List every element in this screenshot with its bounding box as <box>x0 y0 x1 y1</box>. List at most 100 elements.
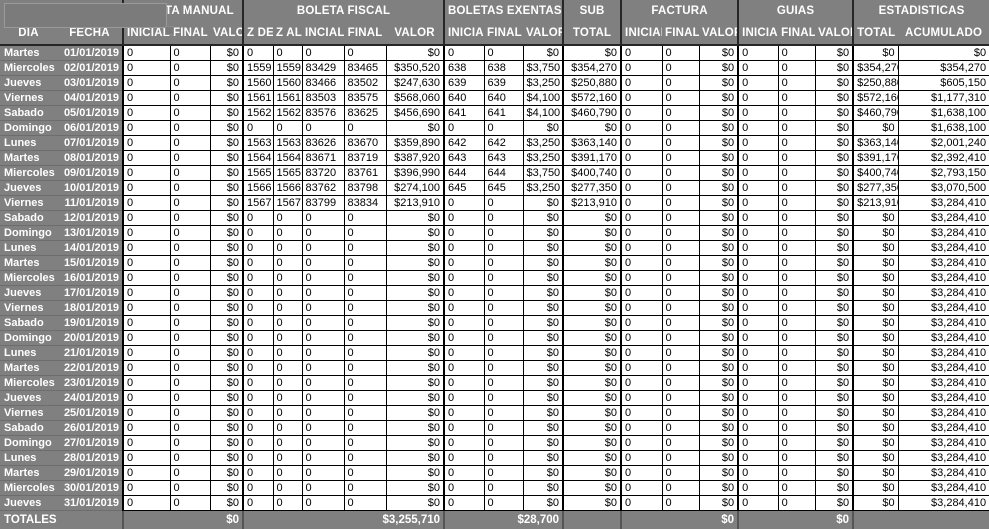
cell-bm-inicial[interactable]: 0 <box>123 196 170 211</box>
cell-bf-zal[interactable]: 1563 <box>273 136 302 151</box>
cell-gu-final[interactable]: 0 <box>778 256 815 271</box>
cell-bm-valor[interactable]: $0 <box>210 211 243 226</box>
shape-resize-handle[interactable] <box>165 26 174 35</box>
cell-gu-valor[interactable]: $0 <box>815 391 853 406</box>
cell-bf-zal[interactable]: 0 <box>273 481 302 496</box>
cell-dia[interactable]: Lunes <box>0 136 57 151</box>
cell-bf-zal[interactable]: 1565 <box>273 166 302 181</box>
cell-gu-inicial[interactable]: 0 <box>738 346 778 361</box>
cell-be-valor[interactable]: $0 <box>523 256 563 271</box>
cell-est-acumulado[interactable]: $3,284,410 <box>898 301 989 316</box>
cell-be-inicial[interactable]: 0 <box>444 316 484 331</box>
cell-gu-final[interactable]: 0 <box>778 466 815 481</box>
cell-gu-inicial[interactable]: 0 <box>738 121 778 136</box>
cell-bf-valor[interactable]: $0 <box>386 301 444 316</box>
col-bf-zdel[interactable]: Z DEL <box>243 22 273 45</box>
cell-bf-incial[interactable]: 0 <box>302 361 344 376</box>
cell-be-inicial[interactable]: 0 <box>444 436 484 451</box>
cell-est-acumulado[interactable]: $3,284,410 <box>898 316 989 331</box>
cell-bf-final[interactable]: 83834 <box>344 196 386 211</box>
cell-fa-inicial[interactable]: 0 <box>621 406 662 421</box>
cell-gu-inicial[interactable]: 0 <box>738 481 778 496</box>
cell-sub-total[interactable]: $0 <box>563 316 621 331</box>
cell-be-inicial[interactable]: 0 <box>444 226 484 241</box>
cell-gu-final[interactable]: 0 <box>778 121 815 136</box>
cell-bm-valor[interactable]: $0 <box>210 451 243 466</box>
cell-be-valor[interactable]: $0 <box>523 301 563 316</box>
cell-fecha[interactable]: 22/01/2019 <box>57 361 123 376</box>
cell-bf-zal[interactable]: 1567 <box>273 196 302 211</box>
cell-bm-final[interactable]: 0 <box>170 271 210 286</box>
cell-sub-total[interactable]: $0 <box>563 436 621 451</box>
cell-bf-zdel[interactable]: 1559 <box>243 61 273 76</box>
cell-fa-inicial[interactable]: 0 <box>621 331 662 346</box>
cell-gu-valor[interactable]: $0 <box>815 451 853 466</box>
cell-est-acumulado[interactable]: $2,793,150 <box>898 166 989 181</box>
cell-gu-valor[interactable]: $0 <box>815 106 853 121</box>
cell-gu-valor[interactable]: $0 <box>815 361 853 376</box>
cell-bm-final[interactable]: 0 <box>170 481 210 496</box>
cell-be-inicial[interactable]: 642 <box>444 136 484 151</box>
cell-bm-final[interactable]: 0 <box>170 106 210 121</box>
cell-be-valor[interactable]: $3,250 <box>523 151 563 166</box>
cell-est-total[interactable]: $391,170 <box>853 151 898 166</box>
cell-dia[interactable]: Miercoles <box>0 271 57 286</box>
cell-est-total[interactable]: $0 <box>853 121 898 136</box>
cell-bf-zdel[interactable]: 0 <box>243 466 273 481</box>
cell-bm-final[interactable]: 0 <box>170 61 210 76</box>
cell-fa-inicial[interactable]: 0 <box>621 256 662 271</box>
cell-bf-incial[interactable]: 0 <box>302 241 344 256</box>
cell-fecha[interactable]: 07/01/2019 <box>57 136 123 151</box>
col-gu-valor[interactable]: VALOR <box>815 22 853 45</box>
cell-bm-final[interactable]: 0 <box>170 406 210 421</box>
cell-be-inicial[interactable]: 0 <box>444 211 484 226</box>
cell-bf-final[interactable]: 0 <box>344 226 386 241</box>
cell-bf-zal[interactable]: 1564 <box>273 151 302 166</box>
cell-be-valor[interactable]: $0 <box>523 376 563 391</box>
cell-bf-incial[interactable]: 83671 <box>302 151 344 166</box>
cell-sub-total[interactable]: $0 <box>563 361 621 376</box>
cell-bm-valor[interactable]: $0 <box>210 436 243 451</box>
cell-be-final[interactable]: 0 <box>484 211 523 226</box>
cell-be-final[interactable]: 641 <box>484 106 523 121</box>
cell-bm-final[interactable]: 0 <box>170 451 210 466</box>
cell-fecha[interactable]: 11/01/2019 <box>57 196 123 211</box>
cell-est-total[interactable]: $0 <box>853 436 898 451</box>
cell-bf-valor[interactable]: $0 <box>386 45 444 61</box>
cell-gu-final[interactable]: 0 <box>778 136 815 151</box>
cell-dia[interactable]: Lunes <box>0 451 57 466</box>
cell-gu-final[interactable]: 0 <box>778 106 815 121</box>
cell-bm-inicial[interactable]: 0 <box>123 271 170 286</box>
cell-fa-final[interactable]: 0 <box>662 316 699 331</box>
cell-bm-inicial[interactable]: 0 <box>123 226 170 241</box>
cell-bm-inicial[interactable]: 0 <box>123 121 170 136</box>
cell-bf-zal[interactable]: 0 <box>273 436 302 451</box>
cell-est-total[interactable]: $0 <box>853 256 898 271</box>
cell-gu-final[interactable]: 0 <box>778 196 815 211</box>
cell-fa-inicial[interactable]: 0 <box>621 211 662 226</box>
cell-fecha[interactable]: 08/01/2019 <box>57 151 123 166</box>
cell-fa-valor[interactable]: $0 <box>699 421 738 436</box>
cell-bf-incial[interactable]: 83762 <box>302 181 344 196</box>
cell-sub-total[interactable]: $0 <box>563 481 621 496</box>
cell-bf-valor[interactable]: $0 <box>386 121 444 136</box>
col-be-final[interactable]: FINAL <box>484 22 523 45</box>
cell-bf-final[interactable]: 0 <box>344 331 386 346</box>
cell-fa-inicial[interactable]: 0 <box>621 316 662 331</box>
cell-est-total[interactable]: $0 <box>853 451 898 466</box>
cell-bm-inicial[interactable]: 0 <box>123 256 170 271</box>
cell-bf-zdel[interactable]: 0 <box>243 421 273 436</box>
cell-bf-valor[interactable]: $456,690 <box>386 106 444 121</box>
cell-be-valor[interactable]: $3,250 <box>523 76 563 91</box>
cell-be-valor[interactable]: $0 <box>523 421 563 436</box>
cell-fa-inicial[interactable]: 0 <box>621 121 662 136</box>
cell-sub-total[interactable]: $0 <box>563 121 621 136</box>
cell-bm-inicial[interactable]: 0 <box>123 181 170 196</box>
cell-bm-inicial[interactable]: 0 <box>123 436 170 451</box>
cell-bf-valor[interactable]: $0 <box>386 436 444 451</box>
cell-fa-valor[interactable]: $0 <box>699 106 738 121</box>
cell-bf-zal[interactable]: 0 <box>273 376 302 391</box>
cell-gu-inicial[interactable]: 0 <box>738 181 778 196</box>
cell-dia[interactable]: Jueves <box>0 286 57 301</box>
cell-fa-valor[interactable]: $0 <box>699 61 738 76</box>
